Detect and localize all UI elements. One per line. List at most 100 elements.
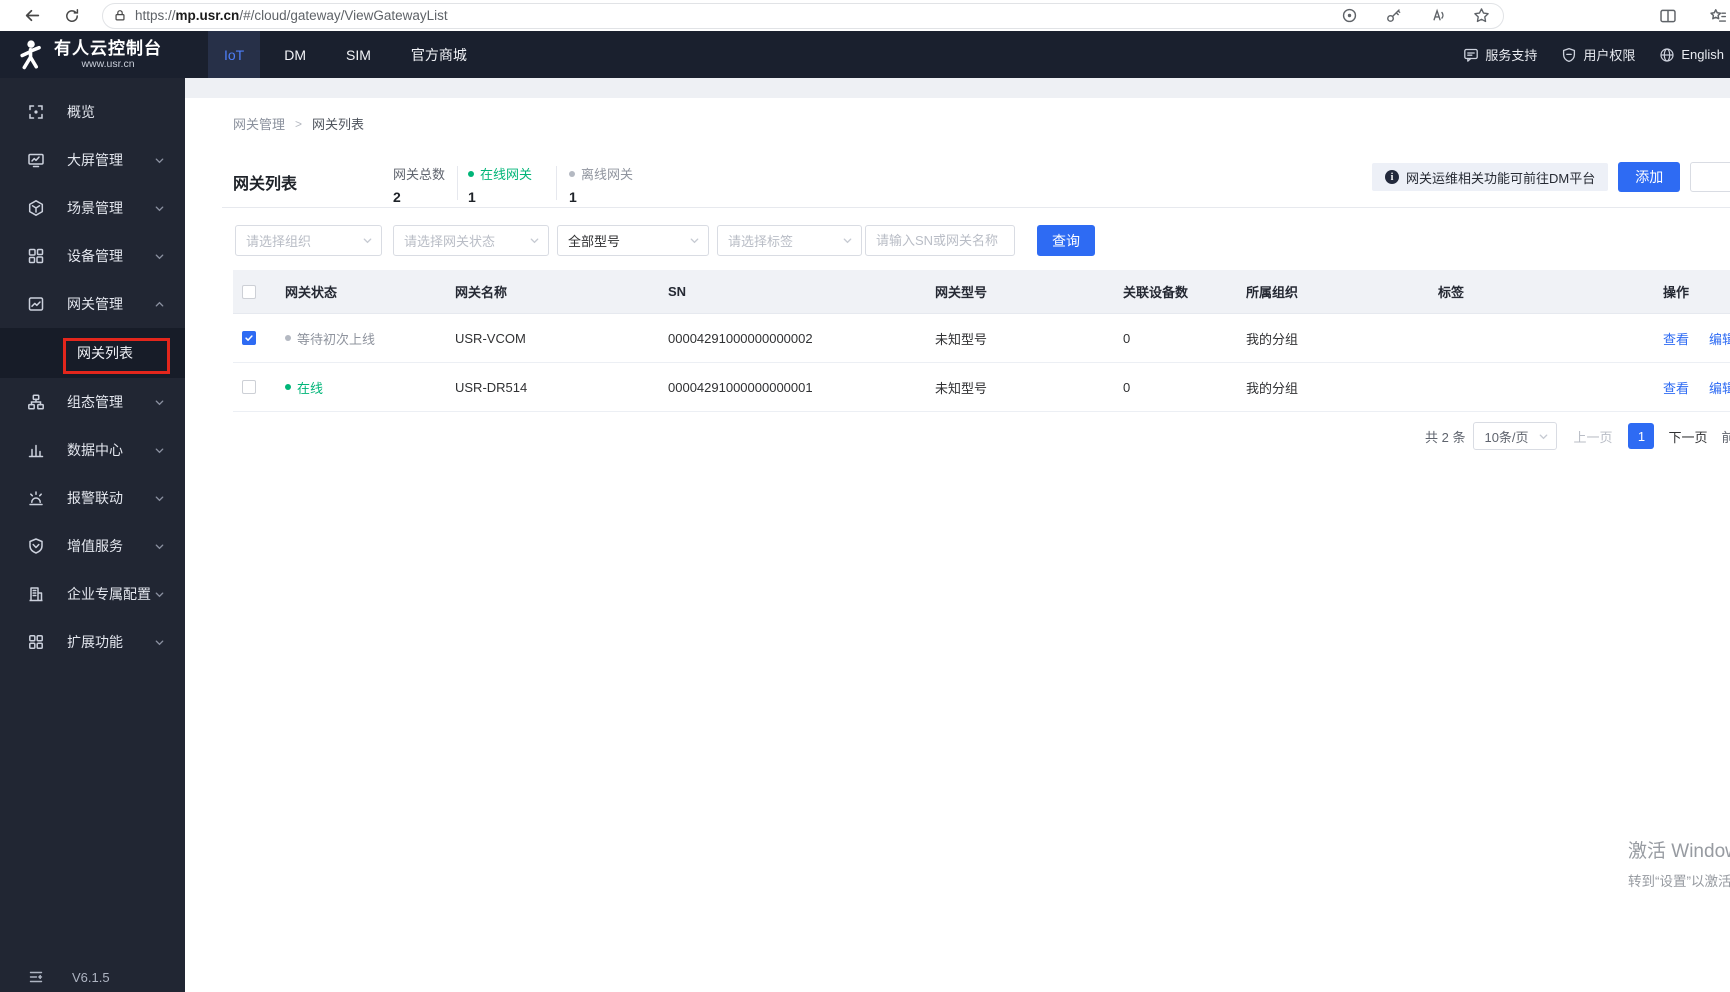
- data-center-icon: [27, 441, 45, 459]
- sidebar-item-label: 概览: [67, 104, 95, 120]
- sn-search-input[interactable]: [876, 233, 1004, 248]
- sidebar-item-data-center[interactable]: 数据中心: [0, 426, 185, 474]
- language-label: English: [1681, 47, 1724, 62]
- tab-dm[interactable]: DM: [284, 46, 307, 63]
- view-link[interactable]: 查看: [1663, 331, 1690, 347]
- favorite-star-icon[interactable]: [1469, 4, 1493, 28]
- info-icon: i: [1385, 170, 1399, 184]
- collapse-sidebar-icon[interactable]: [28, 969, 44, 985]
- page-jumper-label: 前往: [1721, 429, 1730, 445]
- add-gateway-button[interactable]: 添加: [1618, 162, 1681, 192]
- globe-icon: [1659, 47, 1675, 63]
- column-header-organization: 所属组织: [1246, 285, 1299, 300]
- tab-iot[interactable]: IoT: [208, 31, 261, 78]
- chevron-down-icon: [842, 235, 853, 246]
- stat-divider: [457, 166, 459, 200]
- top-gap: [185, 78, 1730, 98]
- favorites-bar-icon[interactable]: [1706, 4, 1730, 28]
- notice-text: 网关运维相关功能可前往DM平台: [1406, 170, 1596, 186]
- column-header-sn: SN: [668, 284, 687, 299]
- column-header-device-count: 关联设备数: [1123, 285, 1189, 300]
- target-icon[interactable]: [1337, 4, 1361, 28]
- browser-back-button[interactable]: [20, 4, 44, 28]
- current-page-button[interactable]: 1: [1628, 423, 1655, 449]
- next-page-button[interactable]: 下一页: [1668, 429, 1708, 445]
- sidebar-subitem-label: 网关列表: [77, 345, 133, 361]
- brand-title: 有人云控制台: [54, 39, 162, 58]
- batch-button[interactable]: 批量: [1690, 162, 1730, 192]
- page-size-select[interactable]: 10条/页: [1473, 422, 1558, 450]
- chevron-down-icon: [154, 397, 165, 408]
- service-support-label: 服务支持: [1485, 48, 1538, 63]
- column-header-actions: 操作: [1663, 285, 1690, 300]
- browser-toolbar: https://mp.usr.cn/#/cloud/gateway/ViewGa…: [0, 0, 1730, 31]
- brand-subtitle: www.usr.cn: [81, 58, 135, 70]
- user-permission-link[interactable]: 用户权限: [1561, 45, 1635, 64]
- status-text: 等待初次上线: [297, 331, 376, 347]
- tag-select-placeholder: 请选择标签: [728, 234, 794, 249]
- sidebar-item-value-added-services[interactable]: 增值服务: [0, 522, 185, 570]
- chevron-down-icon: [154, 155, 165, 166]
- usr-person-icon: [14, 38, 46, 72]
- breadcrumb-gateway-management[interactable]: 网关管理: [233, 117, 286, 132]
- gateway-table: 网关状态 网关名称 SN 网关型号 关联设备数 所属组织 标签 操作 等待初次上…: [233, 270, 1730, 412]
- sidebar-item-alarm-linkage[interactable]: 报警联动: [0, 474, 185, 522]
- view-link[interactable]: 查看: [1663, 380, 1690, 396]
- tab-sim[interactable]: SIM: [346, 46, 371, 63]
- search-button[interactable]: 查询: [1037, 225, 1095, 256]
- organization-select[interactable]: 请选择组织: [235, 225, 382, 256]
- table-header-row: 网关状态 网关名称 SN 网关型号 关联设备数 所属组织 标签 操作: [233, 270, 1730, 314]
- previous-page-button[interactable]: 上一页: [1573, 429, 1613, 445]
- user-permission-label: 用户权限: [1583, 48, 1636, 63]
- chevron-down-icon: [689, 235, 700, 246]
- organization-select-placeholder: 请选择组织: [246, 234, 312, 249]
- overview-icon: [27, 103, 45, 121]
- read-aloud-icon[interactable]: [1425, 4, 1449, 28]
- sidebar-item-overview[interactable]: 概览: [0, 88, 185, 136]
- url-text: https://mp.usr.cn/#/cloud/gateway/ViewGa…: [135, 8, 448, 23]
- model-select[interactable]: 全部型号: [557, 225, 709, 256]
- status-text: 在线: [297, 380, 324, 396]
- sidebar-item-scada-management[interactable]: 组态管理: [0, 378, 185, 426]
- primary-nav: IoT DM SIM 官方商城: [208, 31, 483, 78]
- chat-icon: [1463, 47, 1479, 63]
- sidebar-item-device-management[interactable]: 设备管理: [0, 232, 185, 280]
- chevron-down-icon: [1538, 431, 1549, 442]
- browser-refresh-button[interactable]: [60, 4, 84, 28]
- stat-label: 网关总数: [393, 167, 446, 182]
- sn-search-field[interactable]: [865, 225, 1015, 256]
- stat-value: 2: [393, 189, 401, 205]
- browser-address-bar[interactable]: https://mp.usr.cn/#/cloud/gateway/ViewGa…: [102, 2, 1504, 29]
- split-screen-icon[interactable]: [1656, 4, 1680, 28]
- scada-icon: [27, 393, 45, 411]
- status-badge: 等待初次上线: [285, 329, 375, 348]
- chevron-down-icon: [154, 445, 165, 456]
- sidebar-item-screen-management[interactable]: 大屏管理: [0, 136, 185, 184]
- row-checkbox[interactable]: [242, 380, 256, 394]
- sidebar-item-gateway-management[interactable]: 网关管理: [0, 280, 185, 328]
- sidebar-item-extended-features[interactable]: 扩展功能: [0, 618, 185, 666]
- service-support-link[interactable]: 服务支持: [1463, 45, 1537, 64]
- brand-logo[interactable]: 有人云控制台 www.usr.cn: [0, 38, 185, 72]
- gateway-status-select[interactable]: 请选择网关状态: [393, 225, 549, 256]
- edit-link[interactable]: 编辑: [1709, 331, 1730, 347]
- tab-official-mall[interactable]: 官方商城: [410, 46, 467, 63]
- gateway-model: 未知型号: [935, 380, 988, 396]
- key-icon[interactable]: [1381, 4, 1405, 28]
- enterprise-icon: [27, 585, 45, 603]
- version-label: V6.1.5: [72, 969, 110, 985]
- sidebar-item-enterprise-config[interactable]: 企业专属配置: [0, 570, 185, 618]
- lock-icon[interactable]: [113, 8, 127, 23]
- select-all-checkbox[interactable]: [242, 284, 256, 299]
- stat-online-gateways: 在线网关 1: [468, 164, 532, 205]
- sidebar-item-gateway-list[interactable]: 网关列表: [0, 328, 185, 378]
- row-checkbox[interactable]: [242, 331, 256, 345]
- chevron-down-icon: [154, 589, 165, 600]
- language-switch-link[interactable]: English: [1659, 47, 1724, 63]
- sidebar-item-scene-management[interactable]: 场景管理: [0, 184, 185, 232]
- edit-link[interactable]: 编辑: [1709, 380, 1730, 396]
- sidebar-item-label: 场景管理: [67, 200, 123, 216]
- dm-platform-notice: i 网关运维相关功能可前往DM平台: [1372, 163, 1609, 191]
- tag-select[interactable]: 请选择标签: [717, 225, 862, 256]
